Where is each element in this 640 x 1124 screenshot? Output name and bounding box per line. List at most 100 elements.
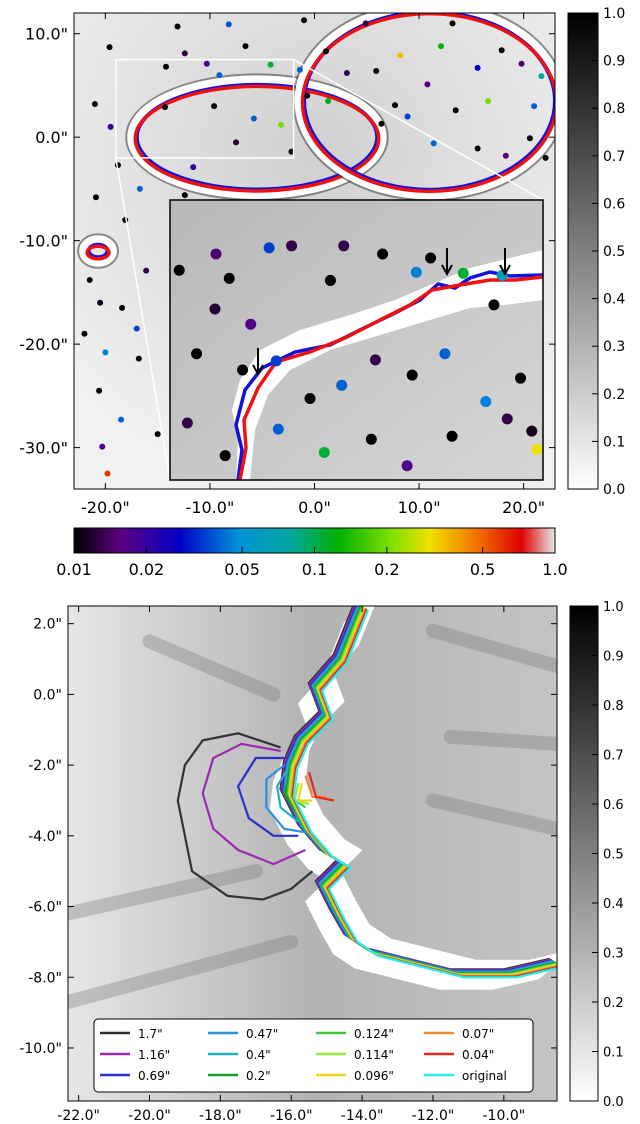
scatter-point bbox=[154, 431, 161, 438]
inset-scatter-point bbox=[263, 242, 275, 254]
inset-scatter-point bbox=[439, 348, 451, 360]
contour-excursion bbox=[307, 771, 335, 802]
top-panel: -20.0" -10.0" 0.0" 10.0" 20.0" 10.0" 0.0" -10.0… bbox=[19, 6, 625, 579]
scatter-point bbox=[392, 102, 399, 109]
scatter-point bbox=[163, 63, 170, 70]
background-streak bbox=[68, 934, 299, 1009]
background-streak bbox=[68, 864, 263, 921]
colorbar-tick-label: 0.1 bbox=[603, 1046, 624, 1061]
inset-scatter-point bbox=[210, 248, 222, 260]
inset-scatter-point bbox=[457, 267, 469, 279]
inset-scatter-point bbox=[272, 423, 284, 435]
inset-scatter-point bbox=[286, 240, 298, 252]
inset-scatter-point bbox=[237, 364, 249, 376]
bottom-legend: 1.7" 1.16" 0.69" 0.47" 0.4" 0.2" 0.124" 0.114" 0… bbox=[93, 1018, 534, 1093]
inset-white-band bbox=[232, 250, 543, 480]
arrow-marker-1 bbox=[252, 348, 264, 377]
x-tick-label: -22.0" bbox=[57, 1108, 100, 1124]
x-tick-label: -10.0" bbox=[186, 498, 235, 517]
colorbar-tick-label: 0.3 bbox=[603, 339, 625, 355]
colorbar-tick-label: 0.4 bbox=[603, 897, 624, 912]
y-tick-label: -10.0" bbox=[19, 1041, 62, 1057]
scatter-point bbox=[81, 330, 88, 337]
y-tick-label: -20.0" bbox=[19, 335, 68, 354]
arrow-marker-3 bbox=[499, 248, 511, 277]
scatter-point bbox=[135, 355, 142, 362]
scatter-point bbox=[373, 67, 380, 74]
scatter-point bbox=[267, 61, 274, 68]
inset-scatter-point bbox=[209, 303, 221, 315]
y-tick-label: 2.0" bbox=[33, 617, 62, 633]
scatter-point bbox=[250, 115, 257, 122]
arrow-marker-2 bbox=[441, 248, 453, 277]
inset-scatter-point bbox=[365, 433, 377, 445]
scatter-point bbox=[97, 299, 104, 306]
x-tick-label: -20.0" bbox=[81, 498, 130, 517]
scatter-point bbox=[133, 325, 140, 332]
scatter-point bbox=[96, 387, 103, 394]
inset-scatter-point bbox=[338, 240, 350, 252]
inset-scatter-point bbox=[401, 460, 413, 472]
x-tick-label: -14.0" bbox=[341, 1108, 384, 1124]
spectral-tick-label: 0.02 bbox=[129, 560, 165, 579]
colorbar-tick-label: 0.4 bbox=[603, 292, 625, 308]
scatter-point bbox=[323, 48, 330, 55]
y-tick-label: 0.0" bbox=[35, 128, 68, 147]
inset-scatter-point bbox=[304, 393, 316, 405]
scatter-point bbox=[190, 164, 197, 171]
scatter-point bbox=[107, 123, 114, 130]
scatter-point bbox=[343, 70, 350, 77]
scatter-point bbox=[181, 192, 188, 199]
scatter-point bbox=[404, 113, 411, 120]
inset-scatter-point bbox=[270, 355, 282, 367]
colorbar-tick-label: 0.6 bbox=[603, 196, 625, 212]
scatter-point bbox=[474, 64, 481, 71]
x-tick-label: -10.0" bbox=[483, 1108, 526, 1124]
inset-scatter-point bbox=[173, 264, 185, 276]
inset-scatter-point bbox=[191, 348, 203, 360]
contour-excursion bbox=[201, 742, 306, 866]
inset-scatter-point bbox=[501, 413, 513, 425]
y-tick-label: 0.0" bbox=[33, 687, 62, 703]
scatter-point bbox=[102, 349, 109, 356]
x-tick-label: -20.0" bbox=[128, 1108, 171, 1124]
contour-excursion bbox=[304, 775, 327, 798]
colorbar-tick-label: 0.9 bbox=[603, 54, 625, 70]
colorbar-tick-label: 0.2 bbox=[603, 387, 625, 403]
scatter-point bbox=[161, 104, 168, 111]
colorbar-tick-label: 0.5 bbox=[603, 244, 625, 260]
bottom-contour-lines bbox=[176, 606, 557, 979]
y-tick-label: 10.0" bbox=[25, 25, 68, 44]
scatter-point bbox=[91, 101, 98, 108]
spectral-colorbar-ticks: 0.01 0.02 0.05 0.1 0.2 0.5 1.0 bbox=[56, 547, 568, 579]
scatter-point bbox=[136, 185, 143, 192]
white-band-3 bbox=[79, 235, 117, 267]
inset-scatter-point bbox=[245, 318, 257, 330]
inset-scatter-point bbox=[406, 369, 418, 381]
scatter-point bbox=[181, 50, 188, 57]
scatter-point bbox=[278, 121, 285, 128]
scatter-point bbox=[325, 97, 332, 104]
x-tick-label: -18.0" bbox=[199, 1108, 242, 1124]
bottom-white-band bbox=[269, 606, 557, 990]
inset-scatter-point bbox=[425, 252, 437, 264]
legend-label: 0.47" bbox=[246, 1027, 278, 1041]
top-colorbar-ticks: 0.0 0.1 0.2 0.3 0.4 0.5 0.6 0.7 0.8 0.9 1.0 bbox=[592, 6, 625, 498]
inset-scatter-point bbox=[318, 447, 330, 459]
colorbar-tick-label: 1.0 bbox=[603, 600, 624, 615]
y-tick-label: -10.0" bbox=[19, 232, 68, 251]
colorbar-tick-label: 0.8 bbox=[603, 699, 624, 714]
scatter-point bbox=[438, 43, 445, 50]
scatter-point bbox=[526, 135, 533, 142]
scatter-point bbox=[502, 152, 509, 159]
scatter-point bbox=[104, 470, 111, 477]
background-streak bbox=[142, 634, 281, 702]
y-tick-label: -30.0" bbox=[19, 439, 68, 458]
scatter-point bbox=[99, 443, 106, 450]
x-tick-label: 0.0" bbox=[298, 498, 331, 517]
y-tick-label: -8.0" bbox=[28, 970, 62, 986]
white-band-2 bbox=[294, 13, 555, 200]
colorbar-tick-label: 0.7 bbox=[603, 749, 624, 764]
background-streak bbox=[443, 729, 557, 751]
